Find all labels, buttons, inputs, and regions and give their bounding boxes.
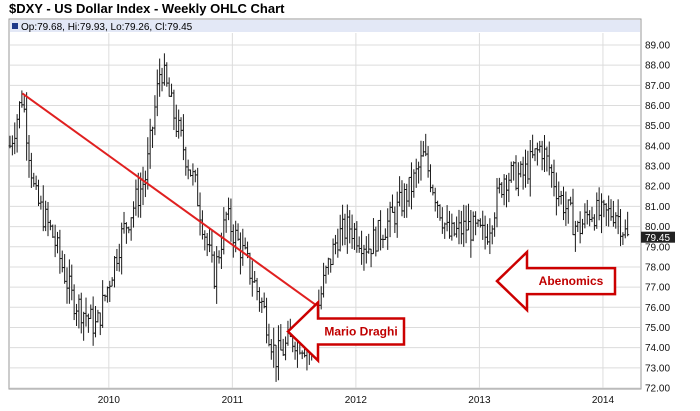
x-tick-label: 2011 bbox=[222, 395, 244, 406]
y-tick-label: 75.00 bbox=[645, 323, 670, 334]
y-tick-label: 89.00 bbox=[645, 41, 670, 52]
x-tick-label: 2014 bbox=[592, 395, 615, 406]
x-tick-label: 2012 bbox=[345, 395, 368, 406]
y-tick-label: 76.00 bbox=[645, 303, 670, 314]
y-tick-label: 82.00 bbox=[645, 182, 670, 193]
trendline bbox=[21, 92, 317, 307]
y-tick-label: 84.00 bbox=[645, 141, 670, 152]
annotation-label: Mario Draghi bbox=[324, 325, 397, 339]
y-tick-label: 74.00 bbox=[645, 343, 670, 354]
ohlc-summary: Op:79.68, Hi:79.93, Lo:79.26, Cl:79.45 bbox=[21, 22, 193, 33]
x-tick-label: 2010 bbox=[98, 395, 121, 406]
y-tick-label: 73.00 bbox=[645, 363, 670, 374]
arrow-shape bbox=[286, 299, 406, 364]
x-axis: 2010 2011 2012 2013 2014 bbox=[98, 395, 615, 406]
last-value-label: 79.45 bbox=[641, 231, 675, 244]
ohlc-bars bbox=[8, 53, 630, 382]
arrow-shape bbox=[495, 249, 617, 314]
x-tick-label: 2013 bbox=[468, 395, 491, 406]
y-tick-label: 77.00 bbox=[645, 283, 670, 294]
y-tick-label: 81.00 bbox=[645, 202, 670, 213]
y-tick-label: 79.00 bbox=[645, 242, 670, 253]
ohlc-bar bbox=[626, 211, 630, 237]
y-tick-label: 78.00 bbox=[645, 262, 670, 273]
y-tick-label: 87.00 bbox=[645, 81, 670, 92]
ohlc-header-band bbox=[10, 20, 640, 32]
annotations: Mario Draghi Abenomics bbox=[286, 249, 617, 364]
annotation-arrow: Mario Draghi bbox=[286, 299, 406, 364]
y-tick-label: 88.00 bbox=[645, 61, 670, 72]
annotation-arrow: Abenomics bbox=[495, 249, 617, 314]
chart-title: $DXY - US Dollar Index - Weekly OHLC Cha… bbox=[9, 1, 285, 16]
annotation-label: Abenomics bbox=[539, 274, 604, 288]
last-value-badge bbox=[641, 231, 675, 243]
ohlc-header-marker bbox=[12, 23, 18, 29]
y-tick-label: 85.00 bbox=[645, 121, 670, 132]
y-tick-label: 86.00 bbox=[645, 101, 670, 112]
y-tick-label: 83.00 bbox=[645, 162, 670, 173]
y-tick-label: 72.00 bbox=[645, 384, 670, 395]
y-tick-label: 80.00 bbox=[645, 222, 670, 233]
y-axis: 72.00 73.00 74.00 75.00 76.00 77.00 78.00 79.00… bbox=[645, 41, 670, 395]
last-value-text: 79.45 bbox=[645, 233, 670, 244]
